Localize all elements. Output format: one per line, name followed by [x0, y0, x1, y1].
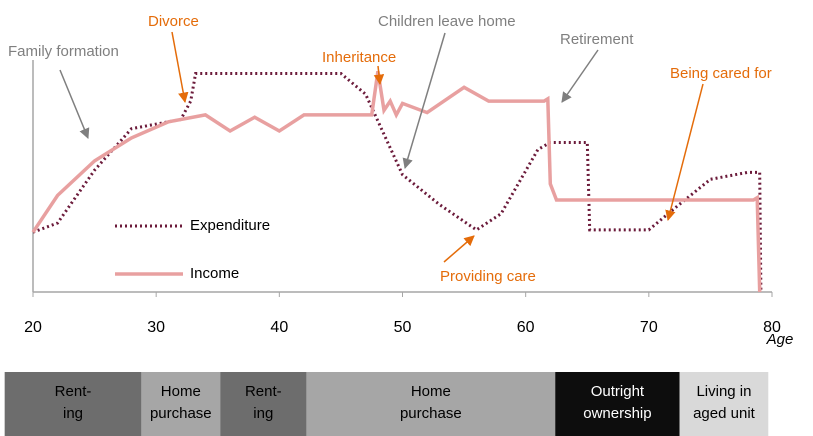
stage-block	[4, 372, 142, 436]
x-axis-label: Age	[766, 331, 794, 348]
stage-label: Living in	[696, 383, 751, 400]
annotation-arrow	[665, 83, 704, 222]
annotation-arrow	[402, 32, 446, 170]
stage-block	[141, 372, 221, 436]
x-tick-label: 20	[24, 319, 42, 336]
stage-label: Home	[161, 383, 201, 400]
x-tick-label: 40	[270, 319, 288, 336]
x-tick-label: 50	[394, 319, 412, 336]
stage-label: ing	[253, 405, 273, 422]
x-tick-label: 80	[763, 319, 781, 336]
annotation: Family formation	[8, 43, 119, 60]
stage-label: ownership	[583, 405, 651, 422]
stage-block	[679, 372, 769, 436]
stage-label: Home	[411, 383, 451, 400]
annotation: Retirement	[560, 31, 634, 48]
x-tick-label: 30	[147, 319, 165, 336]
annotation-arrow	[171, 31, 189, 104]
stage-label: purchase	[150, 405, 212, 422]
annotation-arrow	[561, 49, 599, 103]
x-tick-label: 60	[517, 319, 535, 336]
stage-label: Outright	[591, 383, 645, 400]
stage-block	[555, 372, 680, 436]
annotation: Being cared for	[670, 65, 772, 82]
stage-label: Rent-	[55, 383, 92, 400]
annotation: Providing care	[440, 268, 536, 285]
annotation: Divorce	[148, 13, 199, 30]
legend-label: Income	[190, 265, 239, 282]
series-line	[32, 72, 763, 293]
annotation-arrow	[443, 235, 475, 263]
series-line	[31, 70, 762, 293]
stage-label: aged unit	[693, 405, 756, 422]
annotation: Inheritance	[322, 49, 396, 66]
stage-block	[306, 372, 556, 436]
stage-label: Rent-	[245, 383, 282, 400]
stage-label: purchase	[400, 405, 462, 422]
annotation-arrow	[59, 69, 90, 139]
stage-block	[220, 372, 307, 436]
stage-label: ing	[63, 405, 83, 422]
annotation-arrow	[373, 65, 385, 86]
x-tick-label: 70	[640, 319, 658, 336]
annotation: Children leave home	[378, 13, 516, 30]
legend-label: Expenditure	[190, 217, 270, 234]
